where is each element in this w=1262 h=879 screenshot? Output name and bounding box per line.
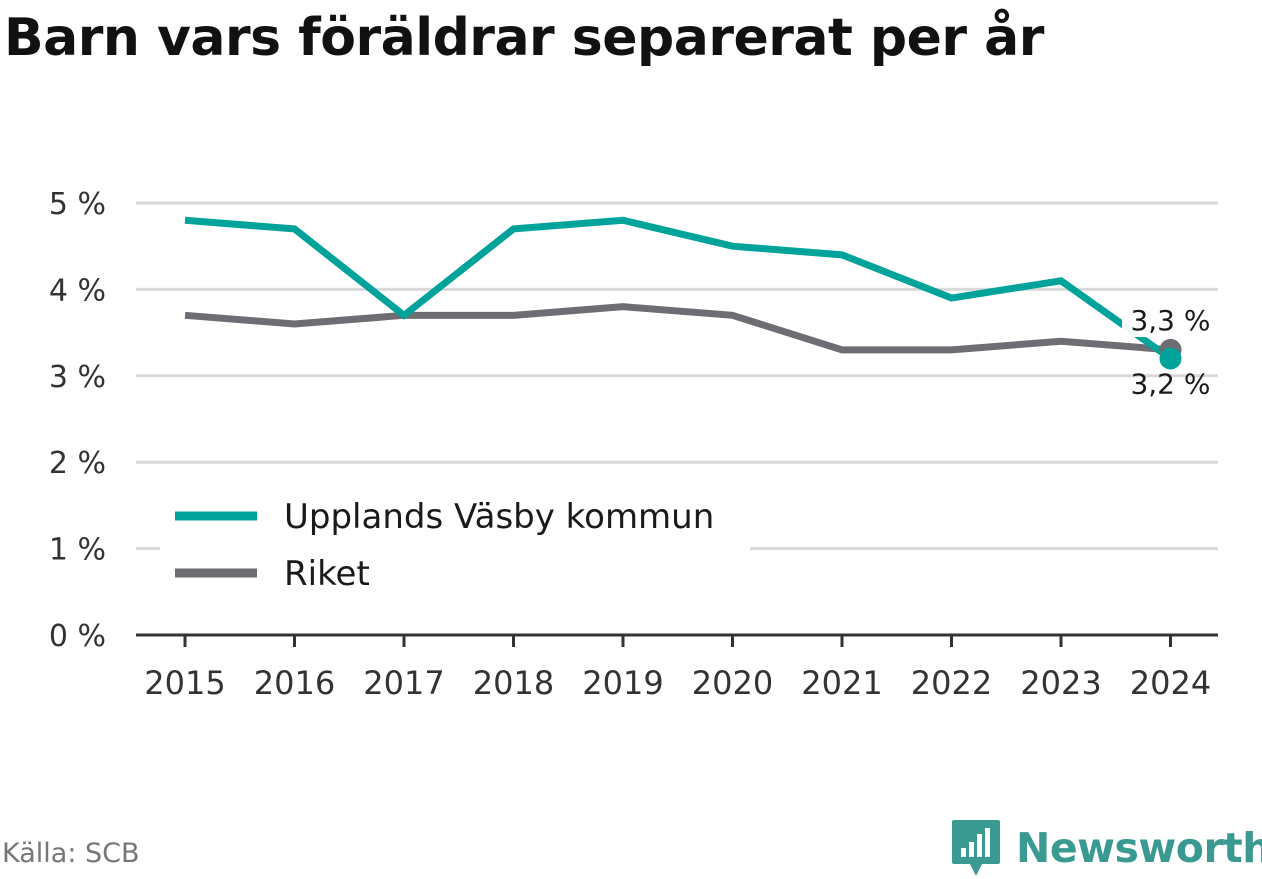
- x-tick-label: 2016: [254, 664, 335, 702]
- legend: Upplands Väsby kommun Riket: [160, 488, 750, 600]
- source-note: Källa: SCB: [2, 838, 140, 869]
- brand-name: Newsworthy: [1016, 824, 1262, 872]
- label-halo: [1122, 297, 1218, 337]
- y-tick-label: 0 %: [49, 619, 106, 654]
- end-labels: 3,3 % 3,2 %: [1122, 297, 1218, 401]
- y-tick-label: 5 %: [49, 187, 106, 222]
- x-tick-label: 2019: [582, 664, 663, 702]
- y-tick-label: 2 %: [49, 446, 106, 481]
- y-tick-label: 1 %: [49, 533, 106, 568]
- end-point-marker: [1159, 347, 1182, 370]
- brand-logo: Newsworthy: [950, 818, 1262, 878]
- legend-background: [160, 488, 750, 600]
- x-tick-label: 2024: [1130, 664, 1211, 702]
- x-tick-label: 2020: [692, 664, 773, 702]
- x-tick-label: 2015: [144, 664, 225, 702]
- end-label-riket: 3,3 %: [1130, 304, 1210, 337]
- x-tick-label: 2018: [473, 664, 554, 702]
- y-tick-label: 3 %: [49, 360, 106, 395]
- end-label-upplands: 3,2 %: [1130, 368, 1210, 401]
- chart-title: Barn vars föräldrar separerat per år: [4, 8, 1044, 68]
- x-axis-ticks: 2015 2016 2017 2018 2019 2020 2021 2022 2023 2024: [144, 635, 1211, 702]
- newsworthy-logo-icon: [952, 820, 1000, 876]
- x-tick-label: 2022: [911, 664, 992, 702]
- series-line: [184, 216, 1173, 362]
- x-tick-label: 2017: [363, 664, 444, 702]
- y-axis-ticks: 0 % 1 % 2 % 3 % 4 % 5 %: [49, 187, 106, 654]
- x-tick-label: 2021: [801, 664, 882, 702]
- series-line: [184, 303, 1171, 354]
- legend-label: Riket: [284, 554, 370, 594]
- legend-label: Upplands Väsby kommun: [284, 497, 714, 537]
- y-tick-label: 4 %: [49, 273, 106, 308]
- series-lines: [184, 216, 1182, 370]
- x-tick-label: 2023: [1020, 664, 1101, 702]
